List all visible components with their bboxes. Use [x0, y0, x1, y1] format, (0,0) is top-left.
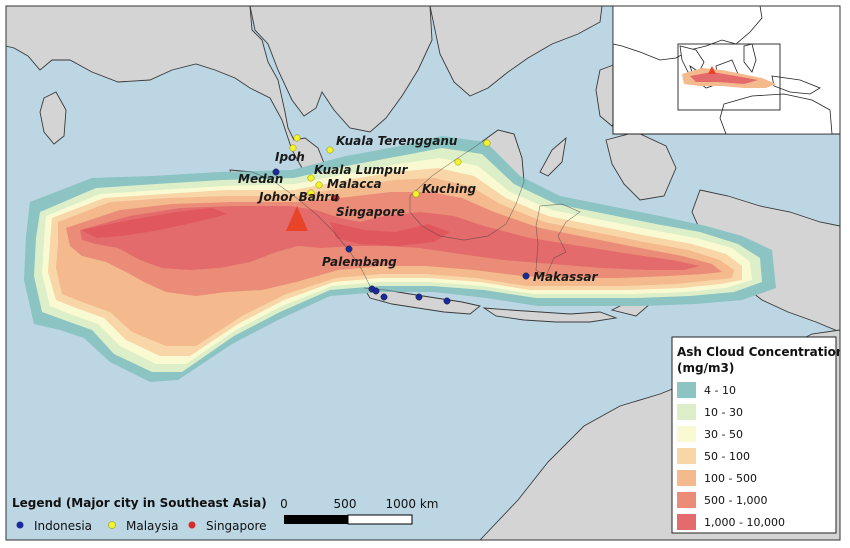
legend-swatch-1 — [677, 404, 696, 420]
city-label-kuala-lumpur: Kuala Lumpur — [314, 163, 408, 177]
lesser-sunda — [482, 307, 618, 323]
city-marker-johor-bahru — [307, 189, 315, 197]
ash-core-east — [330, 222, 450, 246]
city-label-palembang: Palembang — [322, 255, 397, 269]
city-marker-palembang — [345, 245, 353, 253]
legend-swatch-2 — [677, 426, 696, 442]
city-label-kuching: Kuching — [422, 182, 476, 196]
scale-label-0: 0 — [280, 497, 288, 511]
indochina — [249, 6, 433, 133]
legend-marker-malaysia — [108, 521, 116, 529]
ash-core-west — [82, 208, 228, 238]
legend-label-5: 500 - 1,000 — [704, 494, 767, 507]
legend-marker-indonesia — [16, 521, 24, 529]
city-label-singapore: Singapore — [336, 205, 405, 219]
city-marker-indonesia-14 — [372, 287, 380, 295]
city-marker-kuching — [412, 190, 420, 198]
legend-label-1: 10 - 30 — [704, 406, 743, 419]
inset-asia — [613, 6, 763, 61]
map-frame — [5, 5, 841, 541]
city-markers — [272, 134, 530, 305]
city-marker-medan — [272, 168, 280, 176]
city-marker-indonesia-15 — [380, 293, 388, 301]
city-marker-makassar — [522, 272, 530, 280]
inset-volcano-marker — [708, 66, 716, 74]
city-label-ipoh: Ipoh — [275, 150, 305, 164]
ash-cloud — [24, 136, 776, 382]
city-label-medan: Medan — [238, 172, 283, 186]
inset-ash-core — [690, 72, 758, 84]
legend-item-singapore: Singapore — [188, 519, 267, 533]
legend-label-0: 4 - 10 — [704, 384, 736, 397]
legend-swatch-0 — [677, 382, 696, 398]
concentration-legend-unit: (mg/m3) — [677, 361, 734, 375]
inset-extent-box — [677, 43, 781, 111]
philippines-south — [605, 131, 677, 201]
city-marker-indonesia-16 — [415, 293, 423, 301]
scale-label-500: 500 — [334, 497, 357, 511]
concentration-legend-title: Ash Cloud Concentration — [677, 345, 844, 359]
legend-item-indonesia: Indonesia — [16, 519, 92, 533]
legend-label-malaysia: Malaysia — [126, 519, 178, 533]
city-marker-kuala-lumpur — [307, 174, 315, 182]
concentration-classes: 4 - 10 10 - 30 30 - 50 50 - 100 100 - 500 500… — [677, 382, 785, 530]
legend-swatch-5 — [677, 492, 696, 508]
sri-lanka — [39, 91, 67, 145]
city-marker-malaysia-12 — [483, 139, 491, 147]
city-marker-malacca — [315, 181, 323, 189]
legend-swatch-3 — [677, 448, 696, 464]
inset-australia — [719, 93, 833, 134]
city-label-makassar: Makassar — [533, 270, 599, 284]
city-legend-title: Legend (Major city in Southeast Asia) — [12, 496, 267, 510]
legend-swatch-4 — [677, 470, 696, 486]
city-marker-malaysia-10 — [293, 134, 301, 142]
legend-label-indonesia: Indonesia — [34, 519, 92, 533]
city-legend: Legend (Major city in Southeast Asia) In… — [12, 496, 267, 533]
scale-segment-2 — [347, 514, 413, 525]
legend-item-malaysia: Malaysia — [108, 519, 178, 533]
concentration-legend: Ash Cloud Concentration (mg/m3) 4 - 10 10… — [671, 336, 844, 534]
legend-marker-singapore — [188, 521, 196, 529]
city-label-malacca: Malacca — [327, 177, 382, 191]
scale-bar: 0 500 1000 km — [280, 497, 439, 525]
city-label-kuala-terengganu: Kuala Terengganu — [336, 134, 458, 148]
city-marker-ipoh — [289, 144, 297, 152]
legend-label-6: 1,000 - 10,000 — [704, 516, 785, 529]
volcano-marker — [286, 206, 308, 231]
legend-label-2: 30 - 50 — [704, 428, 743, 441]
city-marker-singapore — [332, 194, 340, 202]
legend-swatch-6 — [677, 514, 696, 530]
legend-label-singapore: Singapore — [206, 519, 267, 533]
coastline-overlay — [229, 129, 581, 307]
city-marker-indonesia-17 — [443, 297, 451, 305]
china-coast — [429, 6, 603, 97]
inset-new-guinea — [771, 75, 821, 95]
inset-map — [612, 6, 840, 135]
city-marker-kuala-terengganu — [326, 146, 334, 154]
legend-label-4: 100 - 500 — [704, 472, 757, 485]
legend-label-3: 50 - 100 — [704, 450, 750, 463]
city-marker-malaysia-11 — [454, 158, 462, 166]
palawan — [539, 136, 567, 177]
city-label-johor-bahru: Johor Bahru — [257, 190, 339, 204]
scale-label-1000: 1000 km — [386, 497, 439, 511]
scale-segment-1 — [284, 515, 348, 524]
city-labels: Medan Ipoh Kuala Terengganu Kuala Lumpur… — [238, 134, 599, 284]
